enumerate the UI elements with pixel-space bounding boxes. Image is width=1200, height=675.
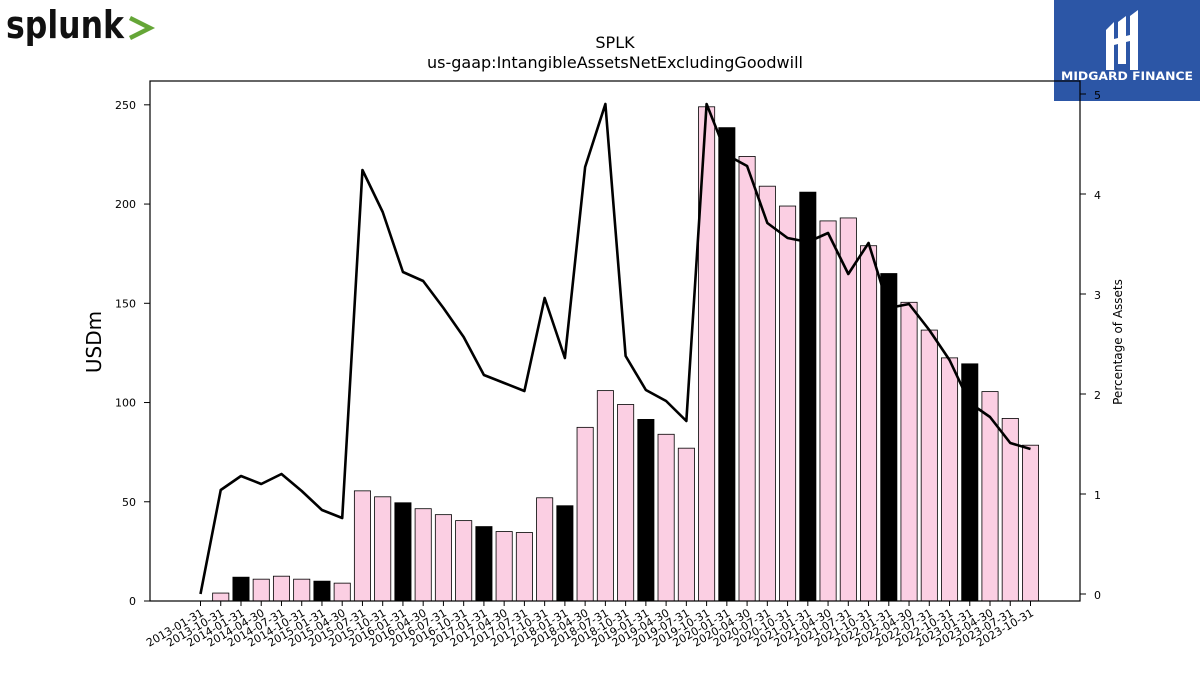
bar bbox=[718, 127, 736, 602]
bar bbox=[515, 532, 533, 602]
y2-tick-label: 0 bbox=[1094, 589, 1101, 602]
bar bbox=[293, 578, 311, 602]
line-series bbox=[199, 102, 1031, 595]
bar bbox=[455, 520, 473, 602]
bar bbox=[252, 578, 270, 602]
bar bbox=[434, 514, 452, 602]
bar bbox=[920, 329, 938, 602]
bar bbox=[1022, 444, 1040, 602]
y-axis-label: USDm bbox=[82, 311, 106, 373]
bar bbox=[495, 531, 513, 602]
chart-subtitle: us-gaap:IntangibleAssetsNetExcludingGood… bbox=[427, 53, 803, 72]
y-tick-label: 250 bbox=[115, 99, 136, 112]
bar bbox=[799, 191, 817, 602]
bar-series bbox=[212, 106, 1040, 602]
bar bbox=[738, 156, 756, 602]
splunk-logo: splunk bbox=[6, 3, 156, 50]
bar bbox=[860, 245, 878, 602]
bar bbox=[353, 490, 371, 602]
bar bbox=[232, 576, 250, 602]
bar bbox=[313, 580, 331, 602]
bar bbox=[819, 220, 837, 602]
y2-tick-label: 5 bbox=[1094, 89, 1101, 102]
midgard-emblem-icon bbox=[1106, 10, 1138, 70]
plot-frame bbox=[149, 80, 1081, 602]
y-tick-label: 0 bbox=[129, 595, 136, 608]
bar bbox=[758, 185, 776, 602]
bar bbox=[617, 404, 635, 602]
bar bbox=[941, 357, 959, 602]
bar bbox=[839, 217, 857, 602]
y2-tick-label: 3 bbox=[1094, 289, 1101, 302]
y-axis-ticks: 0 50 100 150 200 250 bbox=[115, 99, 150, 608]
bar bbox=[414, 508, 432, 602]
midgard-finance-logo: MIDGARD FINANCE bbox=[1054, 0, 1200, 101]
midgard-logo-text: MIDGARD FINANCE bbox=[1061, 69, 1193, 83]
y2-axis-ticks: 0 1 2 3 4 5 bbox=[1080, 89, 1101, 602]
x-axis-ticks: 2013-01-312013-10-312014-01-312014-04-30… bbox=[144, 601, 1036, 650]
y-tick-label: 50 bbox=[122, 496, 136, 509]
bar bbox=[779, 205, 797, 602]
bar bbox=[333, 582, 351, 602]
bar bbox=[961, 363, 979, 602]
y-tick-label: 150 bbox=[115, 297, 136, 310]
bar bbox=[272, 575, 290, 602]
bar bbox=[576, 426, 594, 602]
chart-title: SPLK bbox=[595, 33, 635, 52]
bar bbox=[212, 592, 230, 602]
bar bbox=[637, 418, 655, 602]
bar bbox=[536, 497, 554, 602]
bar bbox=[677, 447, 695, 602]
bar bbox=[657, 433, 675, 602]
y2-tick-label: 1 bbox=[1094, 489, 1101, 502]
y-tick-label: 100 bbox=[115, 397, 136, 410]
splunk-chevron-icon bbox=[128, 15, 156, 41]
y2-tick-label: 2 bbox=[1094, 389, 1101, 402]
bar bbox=[900, 301, 918, 602]
percentage-line bbox=[199, 102, 1031, 595]
y-tick-label: 200 bbox=[115, 198, 136, 211]
bar bbox=[374, 496, 392, 602]
bar bbox=[475, 526, 493, 602]
splunk-logo-text: splunk bbox=[6, 4, 125, 47]
bar bbox=[880, 273, 898, 602]
y2-axis-label: Percentage of Assets bbox=[1111, 279, 1125, 405]
y2-tick-label: 4 bbox=[1094, 189, 1101, 202]
bar bbox=[394, 502, 412, 602]
bar bbox=[556, 505, 574, 602]
bar bbox=[596, 390, 614, 602]
